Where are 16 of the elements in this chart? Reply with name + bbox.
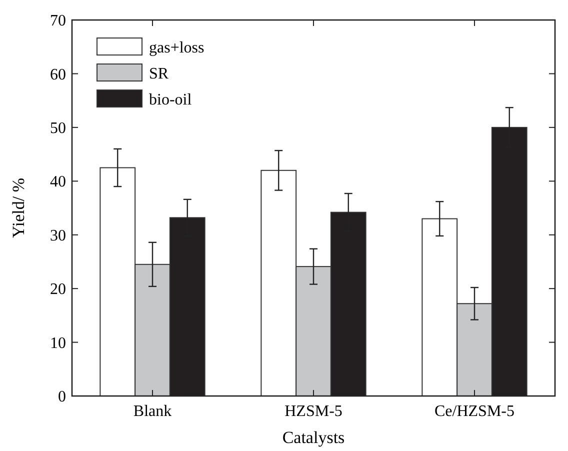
y-tick-label: 10 [50, 334, 66, 352]
legend-label: SR [149, 66, 169, 83]
y-tick-label: 70 [50, 12, 66, 30]
y-tick-label: 30 [50, 227, 66, 244]
y-axis-title: Yield/ % [9, 178, 28, 238]
y-tick-label: 20 [50, 281, 66, 298]
y-tick-label: 0 [58, 388, 66, 406]
y-tick-label: 40 [50, 174, 66, 191]
legend-label: gas+loss [149, 40, 204, 57]
x-tick-label: HZSM-5 [284, 403, 342, 420]
x-axis-title: Catalysts [282, 428, 345, 447]
x-tick-label: Ce/HZSM-5 [434, 403, 514, 420]
x-tick-label: Blank [133, 403, 172, 420]
y-tick-label: 60 [50, 66, 66, 84]
y-tick-label: 50 [50, 120, 66, 138]
legend-label: bio-oil [149, 92, 192, 109]
